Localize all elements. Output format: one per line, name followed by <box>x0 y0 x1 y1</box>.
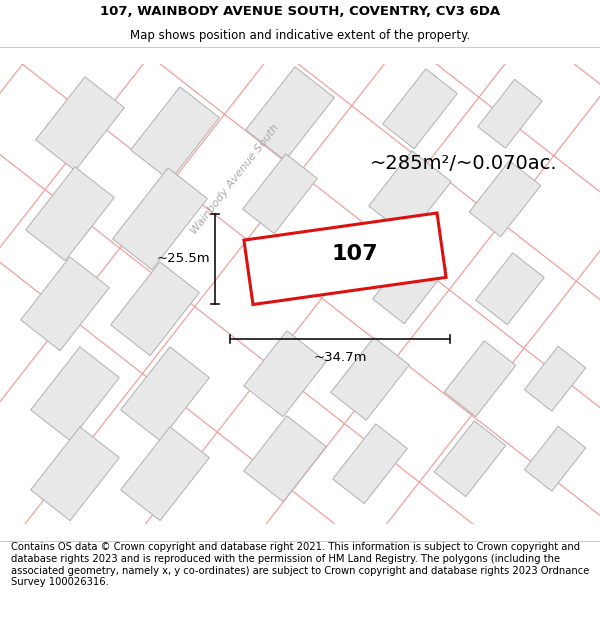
Polygon shape <box>524 426 586 491</box>
Polygon shape <box>110 262 199 356</box>
Text: Contains OS data © Crown copyright and database right 2021. This information is : Contains OS data © Crown copyright and d… <box>11 542 589 587</box>
Polygon shape <box>31 347 119 441</box>
Text: 107: 107 <box>332 244 379 264</box>
Polygon shape <box>373 244 448 324</box>
Polygon shape <box>35 77 124 171</box>
Polygon shape <box>244 213 446 304</box>
Polygon shape <box>26 167 115 261</box>
Polygon shape <box>131 87 220 181</box>
Polygon shape <box>332 424 407 504</box>
Polygon shape <box>383 69 457 149</box>
Polygon shape <box>244 331 326 417</box>
Polygon shape <box>444 341 516 417</box>
Polygon shape <box>478 79 542 148</box>
Polygon shape <box>476 253 544 325</box>
Polygon shape <box>20 257 109 351</box>
Polygon shape <box>331 338 409 420</box>
Polygon shape <box>434 421 506 497</box>
Polygon shape <box>469 161 541 237</box>
Text: Wainbody Avenue South: Wainbody Avenue South <box>189 122 281 236</box>
Polygon shape <box>245 67 334 161</box>
Polygon shape <box>121 347 209 441</box>
Polygon shape <box>31 427 119 521</box>
Text: ~34.7m: ~34.7m <box>313 351 367 364</box>
Polygon shape <box>244 416 326 502</box>
Text: ~285m²/~0.070ac.: ~285m²/~0.070ac. <box>370 154 557 173</box>
Polygon shape <box>369 151 451 237</box>
Polygon shape <box>121 427 209 521</box>
Text: 107, WAINBODY AVENUE SOUTH, COVENTRY, CV3 6DA: 107, WAINBODY AVENUE SOUTH, COVENTRY, CV… <box>100 5 500 18</box>
Polygon shape <box>113 168 208 269</box>
Polygon shape <box>524 346 586 411</box>
Text: ~25.5m: ~25.5m <box>157 253 210 265</box>
Text: Map shows position and indicative extent of the property.: Map shows position and indicative extent… <box>130 29 470 42</box>
Polygon shape <box>242 154 317 234</box>
